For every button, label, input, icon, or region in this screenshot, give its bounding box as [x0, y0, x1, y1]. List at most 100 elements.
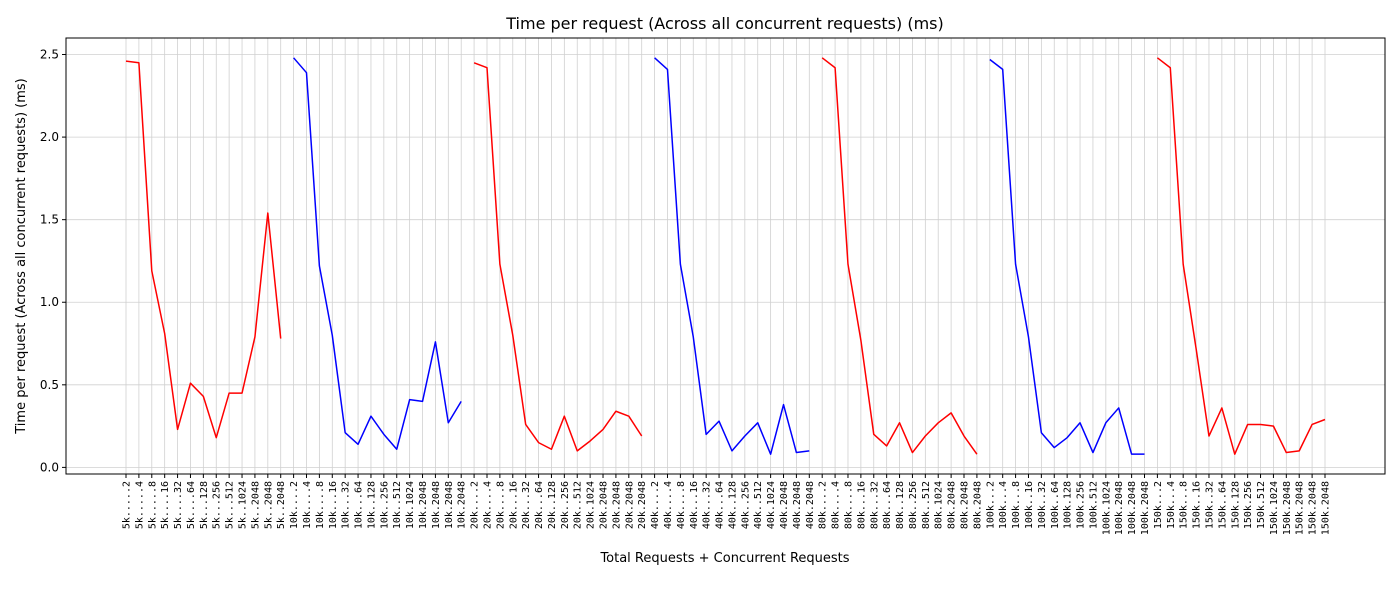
x-tick-label: 150k..32 [1204, 481, 1215, 529]
x-tick-label: 40k...64 [715, 481, 726, 529]
x-tick-label: 20k.2048 [637, 481, 648, 529]
line-series [989, 58, 1145, 455]
x-tick-label: 100k..16 [1024, 481, 1035, 529]
chart-title: Time per request (Across all concurrent … [505, 14, 944, 33]
x-tick-label: 40k.2048 [805, 481, 816, 529]
x-tick-label: 20k....2 [470, 481, 481, 529]
x-tick-label: 10k....2 [289, 481, 300, 529]
x-tick-label: 10k..128 [366, 481, 377, 529]
x-tick-label: 80k.2048 [972, 481, 983, 529]
x-tick-label: 80k...16 [856, 481, 867, 529]
x-tick-label: 10k.1024 [405, 481, 416, 529]
x-tick-label: 10k...32 [341, 481, 352, 529]
x-tick-label: 40k....8 [676, 481, 687, 529]
y-axis-label: Time per request (Across all concurrent … [14, 78, 29, 434]
x-tick-label: 40k.2048 [779, 481, 790, 529]
line-series [293, 57, 462, 450]
x-tick-label: 150k.2048 [1282, 481, 1293, 535]
plot-frame [65, 37, 1386, 475]
line-series [654, 57, 810, 455]
x-tick-label: 150k..16 [1192, 481, 1203, 529]
x-tick-label: 10k....4 [302, 481, 313, 529]
x-tick-label: 80k....4 [831, 481, 842, 529]
x-tick-label: 5k....64 [186, 481, 197, 529]
x-tick-label: 20k..256 [560, 481, 571, 529]
x-tick-label: 20k..128 [547, 481, 558, 529]
x-tick-label: 40k.2048 [792, 481, 803, 529]
x-tick-label: 40k...16 [689, 481, 700, 529]
x-tick-label: 100k.2048 [1140, 481, 1151, 535]
x-tick-label: 150k.2048 [1308, 481, 1319, 535]
line-series [473, 62, 643, 452]
x-tick-label: 20k....4 [482, 481, 493, 529]
y-tick-label: 1.0 [40, 295, 59, 309]
x-tick-label: 80k..256 [908, 481, 919, 529]
x-tick-label: 20k.2048 [624, 481, 635, 529]
x-tick-label: 100k.2048 [1114, 481, 1125, 535]
x-tick-label: 10k.2048 [444, 481, 455, 529]
x-tick-label: 10k.2048 [431, 481, 442, 529]
x-tick-label: 100k...4 [998, 481, 1009, 529]
x-tick-label: 20k.1024 [586, 481, 597, 529]
x-tick-label: 5k.....8 [147, 481, 158, 529]
x-tick-label: 100k...2 [985, 481, 996, 529]
x-axis-label: Total Requests + Concurrent Requests [599, 551, 849, 566]
x-tick-label: 80k...64 [882, 481, 893, 529]
x-tick-label: 40k..512 [753, 481, 764, 529]
x-tick-label: 20k...32 [521, 481, 532, 529]
y-tick-label: 2.0 [40, 130, 59, 144]
x-tick-label: 80k...32 [869, 481, 880, 529]
x-tick-label: 5k..2048 [276, 481, 287, 529]
line-series [821, 57, 978, 455]
x-tick-label: 40k...32 [702, 481, 713, 529]
x-tick-label: 100k.128 [1063, 481, 1074, 529]
x-tick-label: 20k..512 [573, 481, 584, 529]
x-tick-label: 80k..128 [895, 481, 906, 529]
x-tick-label: 150k...8 [1179, 481, 1190, 529]
x-tick-label: 100k.256 [1076, 481, 1087, 529]
x-tick-label: 10k....8 [315, 481, 326, 529]
x-tick-label: 5k...128 [199, 481, 210, 529]
line-series [125, 60, 282, 439]
x-tick-label: 10k...64 [354, 481, 365, 529]
x-tick-label: 10k..512 [392, 481, 403, 529]
x-tick-label: 80k....8 [843, 481, 854, 529]
x-tick-label: 20k.2048 [611, 481, 622, 529]
line-series [1156, 57, 1326, 455]
x-tick-label: 40k....2 [650, 481, 661, 529]
x-tick-label: 100k..32 [1037, 481, 1048, 529]
x-tick-label: 100k.512 [1088, 481, 1099, 529]
x-tick-label: 100k.1024 [1101, 481, 1112, 535]
x-tick-label: 40k....4 [663, 481, 674, 529]
x-tick-label: 10k.2048 [418, 481, 429, 529]
x-tick-label: 20k...16 [508, 481, 519, 529]
x-tick-label: 80k.1024 [934, 481, 945, 529]
x-tick-label: 5k..2048 [250, 481, 261, 529]
x-tick-label: 40k..256 [740, 481, 751, 529]
x-tick-label: 40k.1024 [766, 481, 777, 529]
x-tick-label: 5k..2048 [263, 481, 274, 529]
x-tick-label: 20k...64 [534, 481, 545, 529]
y-tick-label: 0.0 [40, 460, 59, 474]
x-tick-label: 5k...512 [225, 481, 236, 529]
y-tick-label: 0.5 [40, 378, 59, 392]
x-tick-label: 10k..256 [379, 481, 390, 529]
y-tick-label: 2.5 [40, 48, 59, 62]
x-tick-label: 150k.2048 [1295, 481, 1306, 535]
x-tick-label: 5k.....4 [134, 481, 145, 529]
x-tick-label: 150k.1024 [1269, 481, 1280, 535]
x-tick-label: 80k..512 [921, 481, 932, 529]
x-tick-label: 80k.2048 [947, 481, 958, 529]
x-tick-label: 20k.2048 [599, 481, 610, 529]
x-tick-label: 150k...4 [1166, 481, 1177, 529]
x-tick-label: 80k....2 [818, 481, 829, 529]
x-tick-label: 5k....32 [173, 481, 184, 529]
x-tick-label: 150k.512 [1256, 481, 1267, 529]
x-tick-label: 100k..64 [1050, 481, 1061, 529]
x-tick-label: 150k.128 [1230, 481, 1241, 529]
x-tick-label: 5k.....2 [122, 481, 133, 529]
x-tick-label: 150k.256 [1243, 481, 1254, 529]
x-tick-label: 150k...2 [1153, 481, 1164, 529]
x-tick-label: 20k....8 [495, 481, 506, 529]
